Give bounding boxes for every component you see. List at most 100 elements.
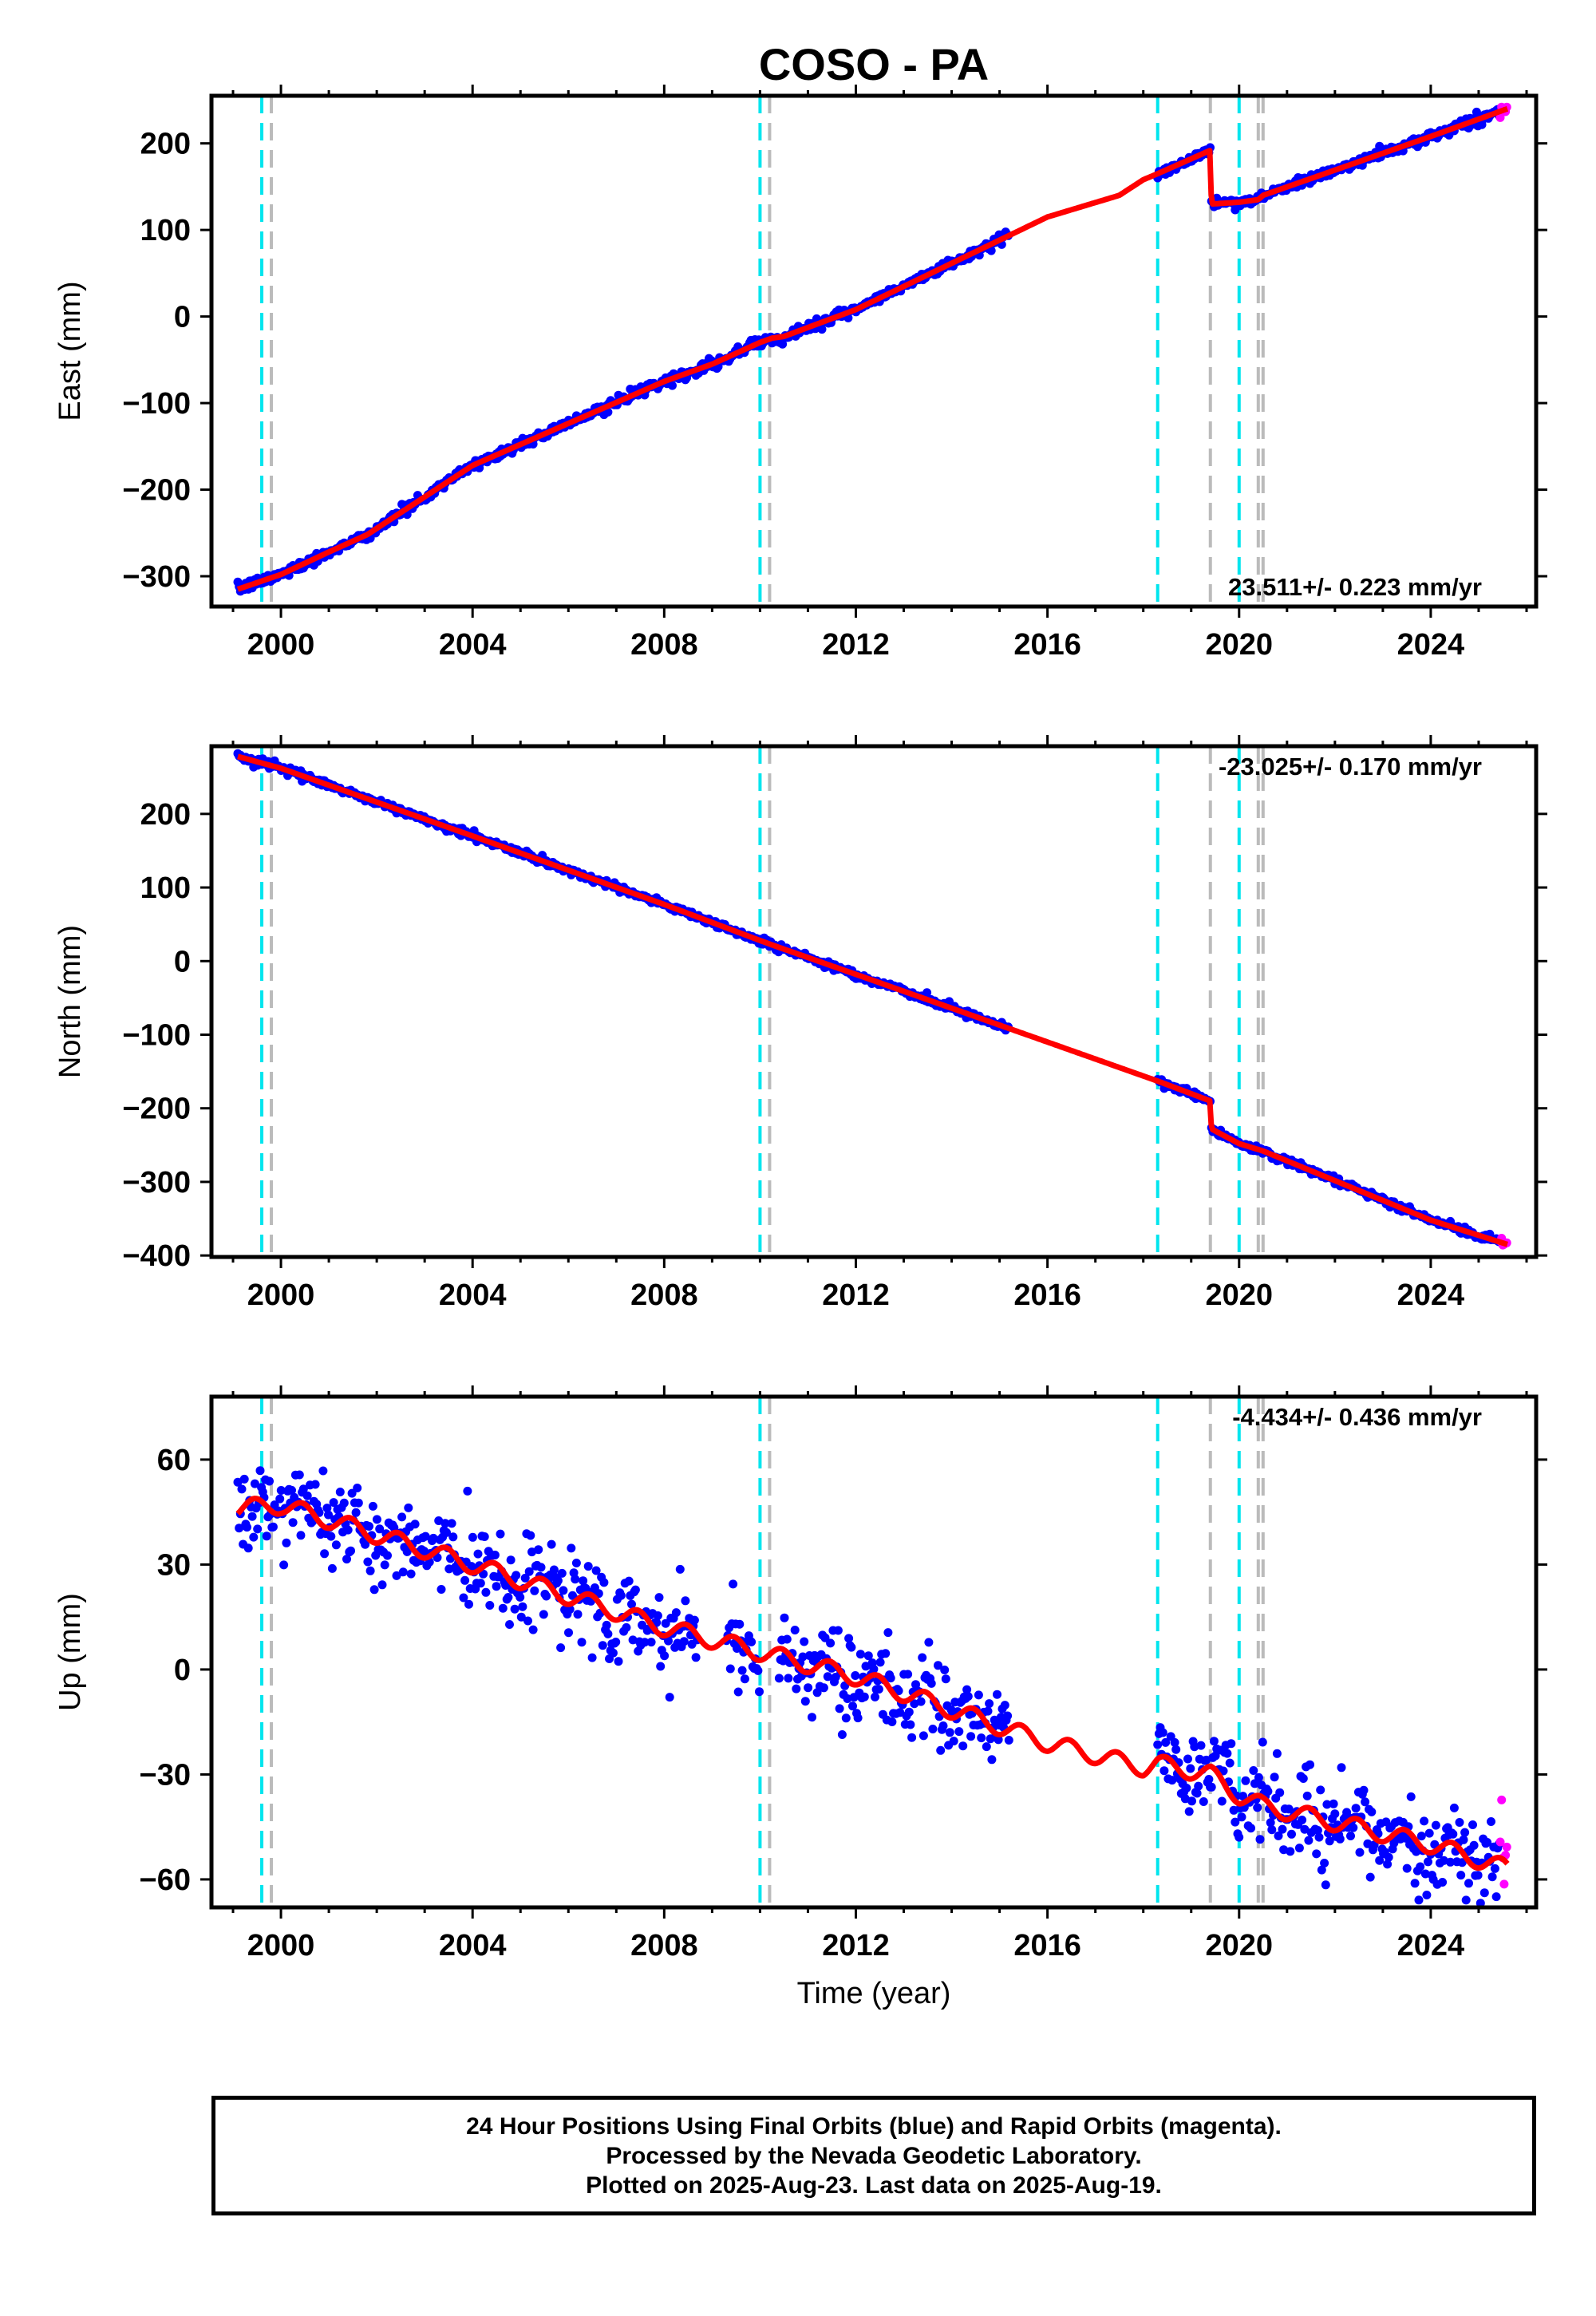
data-point — [671, 1608, 681, 1618]
data-point — [1410, 1879, 1420, 1888]
data-point — [250, 1479, 259, 1488]
data-point — [784, 1674, 793, 1683]
data-point — [780, 1613, 789, 1622]
data-point — [1365, 1872, 1375, 1882]
data-point — [1422, 1891, 1432, 1899]
data-point — [520, 1573, 530, 1583]
data-point — [798, 1652, 808, 1662]
data-point — [287, 1485, 296, 1495]
data-point — [977, 1733, 986, 1743]
x-tick-label: 2000 — [247, 1929, 315, 1962]
data-point — [440, 1519, 450, 1528]
data-point — [557, 1568, 567, 1578]
data-point — [1325, 1836, 1334, 1846]
y-tick-label: −30 — [140, 1758, 191, 1792]
data-point — [1337, 1763, 1346, 1773]
data-point — [1375, 141, 1385, 151]
data-point — [1487, 1817, 1495, 1826]
data-point — [691, 1653, 701, 1662]
data-point — [627, 1599, 636, 1609]
data-point — [587, 1653, 597, 1662]
data-point — [725, 1664, 735, 1674]
data-point — [1312, 1849, 1321, 1859]
y-tick-label: −300 — [122, 560, 191, 594]
data-point — [664, 1636, 673, 1646]
data-point — [346, 1546, 355, 1555]
data-point — [243, 1523, 251, 1532]
data-point — [1367, 1807, 1377, 1816]
data-point — [938, 1721, 948, 1730]
data-point — [1402, 1863, 1412, 1873]
data-point — [1424, 1857, 1432, 1867]
data-point — [598, 1641, 607, 1650]
data-point — [835, 1704, 844, 1713]
data-point — [1211, 1751, 1220, 1761]
data-point — [235, 1524, 244, 1533]
data-point — [1355, 1848, 1365, 1857]
data-point — [869, 1664, 879, 1674]
rate-label-up: -4.434+/- 0.436 mm/yr — [1232, 1403, 1482, 1431]
data-point — [1384, 1852, 1393, 1862]
data-point — [1495, 1837, 1505, 1847]
data-point — [437, 1585, 446, 1594]
data-point — [1317, 1865, 1326, 1875]
data-point — [1254, 1773, 1263, 1782]
y-tick-label: 0 — [174, 1654, 191, 1687]
y-tick-label: −300 — [122, 1166, 191, 1199]
data-point — [468, 1532, 477, 1542]
data-point — [591, 1566, 601, 1575]
data-point — [398, 1567, 408, 1577]
data-point — [1231, 1817, 1240, 1827]
data-point — [406, 1569, 416, 1579]
data-point — [847, 1642, 856, 1652]
data-point — [239, 1474, 249, 1484]
data-point — [1439, 1856, 1448, 1865]
data-point — [296, 1531, 306, 1540]
data-point — [1346, 1832, 1355, 1840]
data-point — [737, 1666, 747, 1675]
data-point — [447, 1519, 456, 1528]
data-point — [372, 1515, 381, 1524]
data-point — [985, 1699, 994, 1709]
data-point — [1298, 1774, 1308, 1783]
data-point — [1424, 1828, 1434, 1838]
data-point — [1363, 1839, 1373, 1848]
data-point — [936, 1745, 946, 1755]
data-point — [501, 1581, 511, 1590]
data-point — [1184, 1807, 1194, 1816]
data-point — [583, 1562, 593, 1571]
y-tick-label: 30 — [157, 1548, 191, 1582]
data-point — [1207, 1782, 1216, 1792]
data-point — [1487, 1872, 1497, 1882]
data-point — [602, 1620, 611, 1630]
data-point — [1272, 1749, 1282, 1758]
data-point — [1502, 1842, 1511, 1852]
data-point — [883, 1628, 893, 1638]
data-point — [247, 1512, 257, 1521]
data-point — [1300, 1824, 1310, 1834]
data-point — [646, 1638, 656, 1647]
data-point — [237, 1484, 247, 1494]
data-point — [1249, 1766, 1258, 1775]
data-point — [567, 1543, 576, 1553]
data-point — [556, 1643, 566, 1653]
data-point — [1335, 1834, 1345, 1844]
data-point — [368, 1501, 377, 1511]
data-point — [1479, 1888, 1489, 1898]
data-point — [1473, 1871, 1483, 1880]
data-point — [243, 1543, 253, 1553]
data-point — [577, 1638, 587, 1647]
y-tick-label: 200 — [140, 128, 191, 161]
data-point — [404, 1503, 413, 1512]
data-point — [887, 1717, 897, 1726]
rate-label-east: 23.511+/- 0.223 mm/yr — [1228, 573, 1482, 601]
data-point — [630, 1585, 640, 1595]
plot-area-east — [233, 96, 1511, 607]
data-point — [755, 1687, 764, 1697]
data-point — [516, 1592, 525, 1602]
data-point — [1270, 1773, 1279, 1782]
data-point — [1446, 1857, 1455, 1867]
x-tick-label: 2008 — [630, 1929, 698, 1962]
y-tick-label: −200 — [122, 474, 191, 508]
model-line-east — [236, 105, 1509, 592]
